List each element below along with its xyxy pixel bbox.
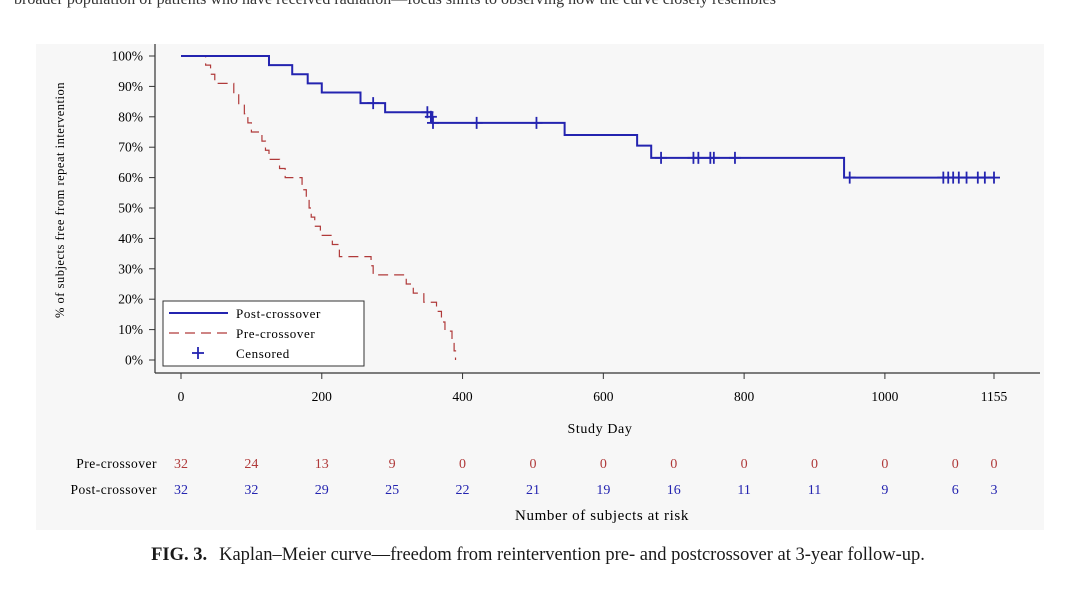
censored-point	[843, 171, 856, 184]
risk-count: 0	[811, 457, 818, 472]
y-tick-label: 40%	[118, 231, 143, 246]
censored-point	[655, 151, 668, 164]
legend-censored-mark	[192, 347, 204, 359]
risk-count: 0	[991, 457, 998, 472]
km-chart: 0% 10% 20% 30% 40% 50% 60% 70% 80% 90% 100% 0 200 400…	[53, 44, 1040, 524]
x-tick-label: 1155	[981, 389, 1008, 404]
risk-table-title: Number of subjects at risk	[515, 508, 689, 524]
y-tick-label: 90%	[118, 79, 143, 94]
risk-count: 3	[991, 483, 998, 498]
figure-panel	[36, 44, 1044, 530]
figure-caption: FIG. 3. Kaplan–Meier curve—freedom from r…	[0, 545, 1076, 566]
risk-count: 32	[244, 483, 258, 498]
y-tick-label: 70%	[118, 140, 143, 155]
risk-count: 6	[952, 483, 959, 498]
risk-count: 13	[315, 457, 329, 472]
censored-point	[424, 110, 437, 123]
pre-crossover-curve	[181, 55, 457, 360]
risk-count: 29	[315, 483, 329, 498]
preceding-body-text: broader population of patients who have …	[14, 0, 1076, 9]
x-tick-label: 0	[178, 389, 185, 404]
risk-count: 0	[670, 457, 677, 472]
risk-count: 0	[459, 457, 466, 472]
x-tick-label: 800	[734, 389, 755, 404]
risk-count: 25	[385, 483, 399, 498]
censored-point	[530, 116, 543, 129]
risk-row-label: Pre-crossover	[76, 456, 157, 471]
y-tick-label: 50%	[118, 201, 143, 216]
risk-count: 0	[881, 457, 888, 472]
risk-count: 0	[600, 457, 607, 472]
censored-point	[426, 116, 439, 129]
risk-count: 0	[741, 457, 748, 472]
risk-row-label: Post-crossover	[71, 482, 158, 497]
x-tick-label: 200	[312, 389, 333, 404]
censored-point	[728, 151, 741, 164]
risk-count: 0	[952, 457, 959, 472]
risk-count: 22	[456, 483, 470, 498]
figure-label: FIG. 3.	[151, 545, 208, 565]
risk-count: 9	[389, 457, 396, 472]
risk-count: 11	[808, 483, 821, 498]
x-axis-title: Study Day	[568, 422, 633, 437]
legend-label-pre: Pre-crossover	[236, 326, 315, 341]
y-tick-label: 80%	[118, 109, 143, 124]
y-tick-label: 20%	[118, 292, 143, 307]
y-tick-label: 60%	[118, 170, 143, 185]
caption-text: Kaplan–Meier curve—freedom from reinterv…	[219, 545, 925, 565]
censored-point	[470, 116, 483, 129]
risk-count: 24	[244, 457, 258, 472]
y-tick-label: 100%	[112, 49, 144, 64]
risk-count: 16	[667, 483, 681, 498]
legend-label-post: Post-crossover	[236, 306, 321, 321]
x-tick-label: 400	[452, 389, 473, 404]
risk-count: 21	[526, 483, 540, 498]
y-tick-label: 10%	[118, 322, 143, 337]
risk-count: 0	[529, 457, 536, 472]
censored-point	[707, 151, 720, 164]
legend-label-censored: Censored	[236, 346, 290, 361]
risk-count: 9	[881, 483, 888, 498]
x-tick-label: 1000	[871, 389, 898, 404]
post-crossover-curve	[181, 55, 994, 179]
censored-point	[988, 171, 1000, 184]
censored-point	[692, 151, 705, 164]
legend-censor-cross	[192, 347, 204, 359]
chart-axes: 0% 10% 20% 30% 40% 50% 60% 70% 80% 90% 100% 0 200 400…	[112, 44, 1040, 404]
risk-count: 32	[174, 483, 188, 498]
y-tick-label: 0%	[125, 353, 143, 368]
risk-table: Pre-crossover 32 24 13 9 0 0 0 0 0 0 0 0 0 Post-crosso…	[71, 456, 998, 498]
y-axis-title: % of subjects free from repeat intervent…	[53, 82, 67, 318]
chart-series	[181, 55, 1000, 360]
y-tick-label: 30%	[118, 261, 143, 276]
censored-point	[367, 97, 380, 110]
risk-count: 11	[737, 483, 750, 498]
x-tick-label: 600	[593, 389, 614, 404]
censored-point	[960, 171, 973, 184]
chart-legend: Post-crossover Pre-crossover Censored	[162, 300, 365, 367]
risk-count: 32	[174, 457, 188, 472]
legend-box	[162, 300, 365, 367]
risk-count: 19	[596, 483, 610, 498]
